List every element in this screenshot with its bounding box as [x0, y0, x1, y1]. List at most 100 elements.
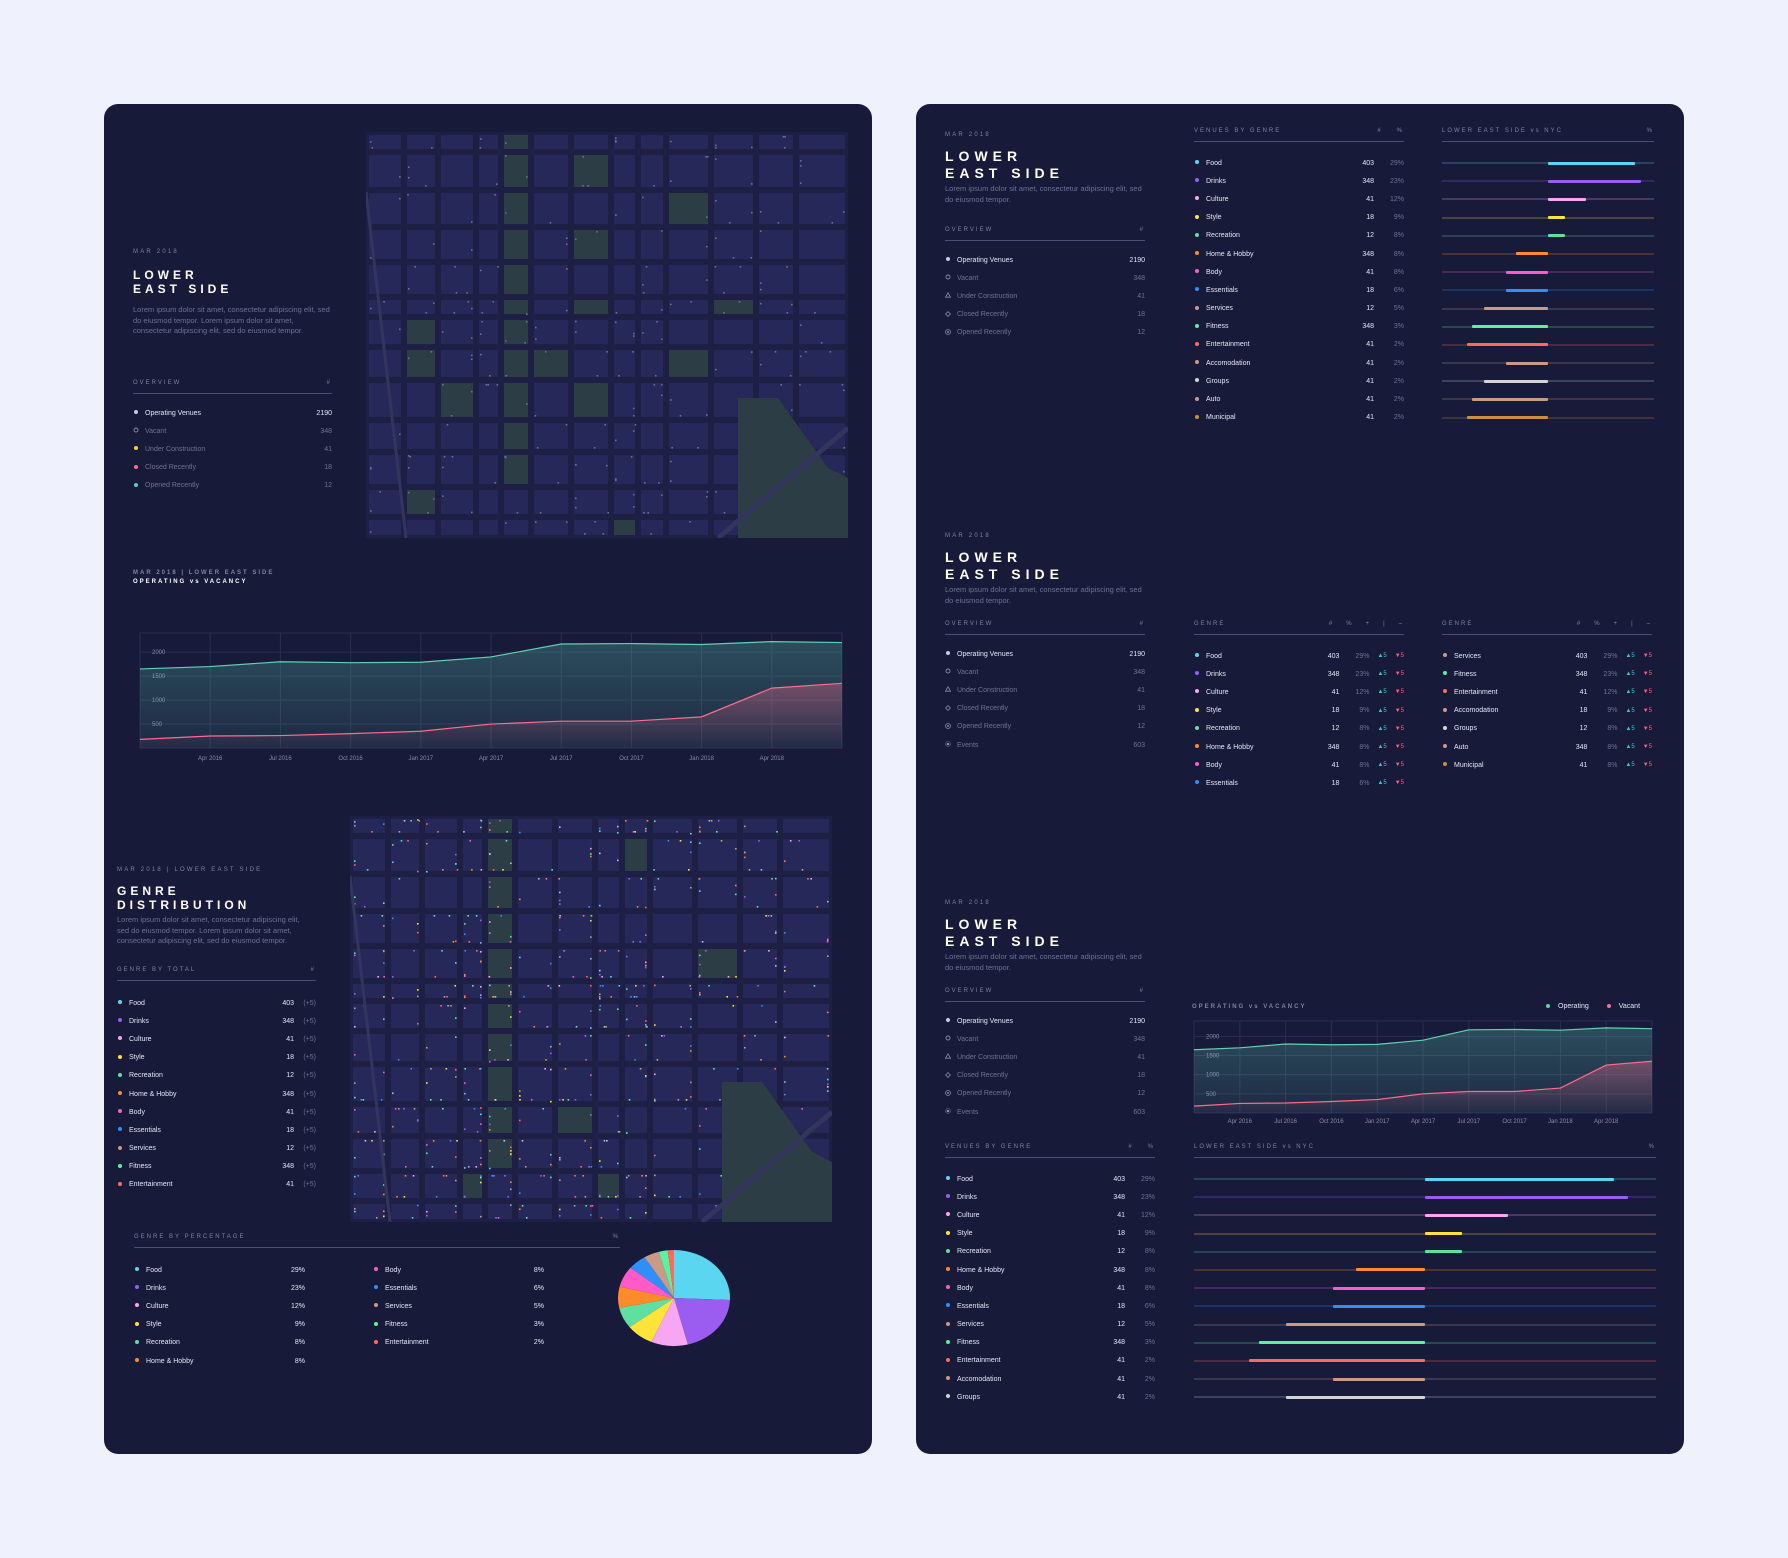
- line-operating[interactable]: [1193, 1027, 1653, 1051]
- genre-pie-chart[interactable]: [612, 1249, 736, 1347]
- compare-bar-row[interactable]: [1442, 245, 1654, 263]
- genre-row[interactable]: Groups 41 2%: [1194, 372, 1404, 390]
- compare-bar-row[interactable]: [1442, 318, 1654, 336]
- overview-row[interactable]: Closed Recently 18: [945, 306, 1145, 324]
- compare-bar-row[interactable]: [1442, 409, 1654, 427]
- genre-row[interactable]: Culture 41 12%: [1194, 190, 1404, 208]
- genre-row[interactable]: Groups 12 8% ▲5 ▼5: [1442, 720, 1652, 738]
- compare-bar-row[interactable]: [1442, 172, 1654, 190]
- overview-row[interactable]: Under Construction 41: [944, 681, 1145, 699]
- compare-bar-row[interactable]: [1442, 281, 1654, 299]
- overview-row[interactable]: Vacant 348: [945, 269, 1145, 287]
- overview-row[interactable]: Opened Recently 12: [945, 718, 1145, 736]
- compare-bar-row[interactable]: [1194, 1316, 1656, 1334]
- compare-bar-row[interactable]: [1194, 1297, 1656, 1315]
- compare-bar-row[interactable]: [1194, 1188, 1656, 1206]
- genre-pct-row[interactable]: Body 8%: [373, 1261, 544, 1279]
- genre-row[interactable]: Culture 41 (+5): [117, 1030, 316, 1048]
- genre-row[interactable]: Body 41 (+5): [117, 1103, 316, 1121]
- genre-row[interactable]: Services 12 (+5): [117, 1140, 316, 1158]
- overview-row[interactable]: Opened Recently 12: [945, 324, 1145, 342]
- overview-row[interactable]: Opened Recently 12: [133, 477, 332, 495]
- genre-row[interactable]: Style 18 9% ▲5 ▼5: [1194, 702, 1404, 720]
- genre-row[interactable]: Fitness 348 3%: [1194, 318, 1404, 336]
- line-vacant[interactable]: [139, 682, 843, 740]
- genre-row[interactable]: Entertainment 41 2%: [1194, 336, 1404, 354]
- genre-row[interactable]: Auto 348 8% ▲5 ▼5: [1442, 738, 1652, 756]
- genre-row[interactable]: Home & Hobby 348 8%: [945, 1261, 1155, 1279]
- overview-row[interactable]: Operating Venues 2190: [133, 404, 332, 422]
- compare-bar-row[interactable]: [1442, 154, 1654, 172]
- genre-pct-row[interactable]: Drinks 23%: [134, 1279, 305, 1297]
- genre-row[interactable]: Culture 41 12%: [945, 1206, 1155, 1224]
- overview-row[interactable]: Under Construction 41: [944, 1048, 1145, 1066]
- genre-row[interactable]: Food 403 29% ▲5 ▼5: [1194, 647, 1404, 665]
- compare-bar-row[interactable]: [1442, 354, 1654, 372]
- line-vacant[interactable]: [1193, 1060, 1653, 1107]
- genre-row[interactable]: Municipal 41 2%: [1194, 409, 1404, 427]
- compare-bar-row[interactable]: [1442, 336, 1654, 354]
- genre-row[interactable]: Recreation 12 8%: [945, 1243, 1155, 1261]
- overview-row[interactable]: Operating Venues 2190: [945, 645, 1145, 663]
- pie-slice[interactable]: [644, 1251, 674, 1298]
- genre-map[interactable]: [350, 816, 832, 1222]
- pie-slice[interactable]: [619, 1298, 674, 1328]
- genre-row[interactable]: Drinks 348 23%: [1194, 172, 1404, 190]
- compare-bar-row[interactable]: [1194, 1261, 1656, 1279]
- genre-row[interactable]: Accomodation 18 9% ▲5 ▼5: [1442, 702, 1652, 720]
- compare-bar-row[interactable]: [1442, 390, 1654, 408]
- genre-row[interactable]: Drinks 348 (+5): [117, 1012, 316, 1030]
- genre-pct-row[interactable]: Recreation 8%: [134, 1334, 305, 1352]
- compare-bar-row[interactable]: [1194, 1334, 1656, 1352]
- genre-row[interactable]: Style 18 9%: [1194, 209, 1404, 227]
- overview-row[interactable]: Events 603: [945, 1103, 1145, 1121]
- compare-bar-row[interactable]: [1194, 1279, 1656, 1297]
- genre-row[interactable]: Drinks 348 23% ▲5 ▼5: [1194, 665, 1404, 683]
- genre-row[interactable]: Services 12 5%: [945, 1316, 1155, 1334]
- genre-row[interactable]: Services 12 5%: [1194, 300, 1404, 318]
- overview-row[interactable]: Vacant 348: [945, 663, 1145, 681]
- overview-row[interactable]: Under Construction 41: [133, 440, 332, 458]
- genre-row[interactable]: Style 18 9%: [945, 1225, 1155, 1243]
- overview-row[interactable]: Closed Recently 18: [133, 459, 332, 477]
- genre-row[interactable]: Services 403 29% ▲5 ▼5: [1442, 647, 1652, 665]
- overview-row[interactable]: Operating Venues 2190: [945, 251, 1145, 269]
- genre-row[interactable]: Fitness 348 (+5): [117, 1158, 316, 1176]
- genre-row[interactable]: Home & Hobby 348 8% ▲5 ▼5: [1194, 738, 1404, 756]
- genre-row[interactable]: Entertainment 41 12% ▲5 ▼5: [1442, 683, 1652, 701]
- genre-pct-row[interactable]: Services 5%: [373, 1297, 544, 1315]
- compare-bar-row[interactable]: [1194, 1170, 1656, 1188]
- genre-row[interactable]: Essentials 18 6%: [945, 1297, 1155, 1315]
- genre-row[interactable]: Essentials 18 (+5): [117, 1121, 316, 1139]
- pie-slice[interactable]: [658, 1250, 674, 1298]
- pie-slice[interactable]: [629, 1298, 674, 1342]
- genre-pct-row[interactable]: Style 9%: [134, 1316, 305, 1334]
- compare-bar-row[interactable]: [1442, 263, 1654, 281]
- overview-row[interactable]: Operating Venues 2190: [945, 1012, 1145, 1030]
- overview-row[interactable]: Vacant 348: [945, 1030, 1145, 1048]
- overview-row[interactable]: Closed Recently 18: [945, 1067, 1145, 1085]
- genre-row[interactable]: Fitness 348 23% ▲5 ▼5: [1442, 665, 1652, 683]
- pie-slice[interactable]: [618, 1286, 674, 1308]
- genre-pct-row[interactable]: Culture 12%: [134, 1297, 305, 1315]
- genre-row[interactable]: Food 403 (+5): [117, 994, 316, 1012]
- genre-row[interactable]: Essentials 18 6%: [1194, 281, 1404, 299]
- genre-row[interactable]: Accomodation 41 2%: [1194, 354, 1404, 372]
- pie-slice[interactable]: [674, 1250, 730, 1301]
- genre-row[interactable]: Style 18 (+5): [117, 1049, 316, 1067]
- compare-bar-row[interactable]: [1194, 1206, 1656, 1224]
- genre-row[interactable]: Body 41 8%: [1194, 263, 1404, 281]
- overview-row[interactable]: Under Construction 41: [944, 287, 1145, 305]
- genre-row[interactable]: Fitness 348 3%: [945, 1334, 1155, 1352]
- genre-pct-row[interactable]: Home & Hobby 8%: [134, 1352, 305, 1370]
- genre-row[interactable]: Groups 41 2%: [945, 1388, 1155, 1406]
- overview-row[interactable]: Vacant 348: [133, 422, 332, 440]
- pie-slice[interactable]: [630, 1257, 674, 1298]
- genre-row[interactable]: Entertainment 41 2%: [945, 1352, 1155, 1370]
- compare-bar-row[interactable]: [1442, 372, 1654, 390]
- genre-row[interactable]: Drinks 348 23%: [945, 1188, 1155, 1206]
- compare-bar-row[interactable]: [1442, 190, 1654, 208]
- genre-row[interactable]: Municipal 41 8% ▲5 ▼5: [1442, 756, 1652, 774]
